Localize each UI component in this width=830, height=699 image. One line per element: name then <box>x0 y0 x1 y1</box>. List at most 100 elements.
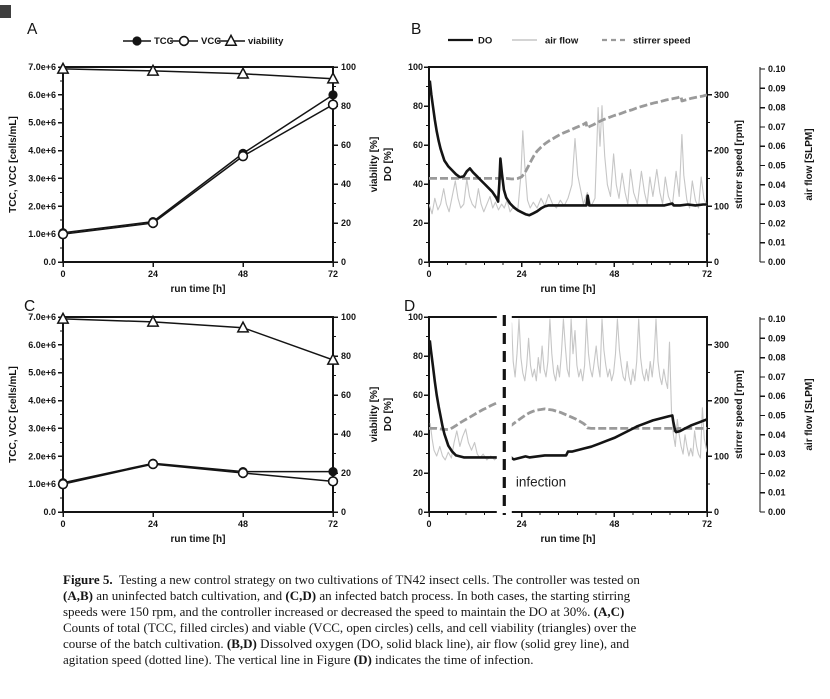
y-left-tick-label: 7.0e+6 <box>28 312 56 322</box>
open-triangle-marker <box>326 71 340 84</box>
x-axis-label: run time [h] <box>171 284 226 295</box>
air-flow-tick-label: 0.01 <box>768 238 786 248</box>
series-group <box>429 318 707 461</box>
y-left-tick-label: 2.0e+6 <box>28 201 56 211</box>
legend-label: viability <box>248 36 284 47</box>
y-left-tick-label: 80 <box>413 101 423 111</box>
y-right-tick-label: 60 <box>341 390 351 400</box>
filled-circle-marker <box>328 467 338 477</box>
y-right-tick-label: 0 <box>341 257 346 267</box>
open-circle-marker <box>237 150 249 162</box>
y-left-tick-label: 60 <box>413 140 423 150</box>
y-left-tick-label: 0 <box>418 507 423 517</box>
caption-bold-segment: (A,B) <box>63 588 93 603</box>
panel-A: 0 24 48 72 run time [h] 0.0 1.0e+6 2.0e+6 3.0e+6… <box>8 21 380 295</box>
series-line-viability <box>63 318 333 361</box>
air-flow-tick-label: 0.08 <box>768 103 786 113</box>
legend-label: DO <box>478 36 492 47</box>
series-group <box>429 80 707 217</box>
air-flow-tick-label: 0.06 <box>768 391 786 401</box>
y-right-tick-label: 40 <box>341 429 351 439</box>
series-line-air-flow <box>429 318 707 461</box>
figure-caption: Figure 5. Testing a new control strategy… <box>63 572 797 668</box>
y-left-tick-label: 6.0e+6 <box>28 340 56 350</box>
series-group <box>63 318 333 485</box>
legend-B: DO air flow stirrer speed <box>448 36 691 47</box>
open-triangle-marker <box>326 352 340 365</box>
open-triangle-marker <box>56 311 70 324</box>
open-circle-marker <box>327 476 339 487</box>
legend-label: air flow <box>545 36 579 47</box>
air-flow-tick-label: 0.00 <box>768 257 786 267</box>
y-right-tick-label: 200 <box>714 146 729 156</box>
air-flow-tick-label: 0.05 <box>768 411 786 421</box>
x-tick-label: 0 <box>426 269 431 279</box>
plot-frame <box>428 66 708 263</box>
x-tick-label: 0 <box>60 269 65 279</box>
open-circle-marker <box>147 458 159 470</box>
y-left-tick-label: 40 <box>413 179 423 189</box>
open-triangle-marker <box>146 63 160 76</box>
air-flow-axis-label: air flow [SLPM] <box>804 128 815 200</box>
x-tick-label: 48 <box>238 269 248 279</box>
y-right-tick-label: 300 <box>714 90 729 100</box>
caption-line: course of the batch cultivation. (B,D) D… <box>63 636 797 652</box>
y-right-tick-label: 60 <box>341 140 351 150</box>
infection-label: infection <box>516 475 566 490</box>
y-right-tick-label: 20 <box>341 218 351 228</box>
open-triangle-marker <box>146 314 160 327</box>
air-flow-tick-label: 0.08 <box>768 353 786 363</box>
y-right-tick-label: 300 <box>714 340 729 350</box>
series-line-stirrer-speed <box>429 93 707 181</box>
filled-circle-marker <box>132 36 142 46</box>
y-left-tick-label: 5.0e+6 <box>28 368 56 378</box>
caption-line: speeds were 150 rpm, and the controller … <box>63 604 797 620</box>
air-flow-tick-label: 0.07 <box>768 372 786 382</box>
open-triangle-marker <box>236 320 250 333</box>
x-tick-label: 24 <box>517 519 527 529</box>
air-flow-tick-label: 0.07 <box>768 122 786 132</box>
x-axis-label: run time [h] <box>541 284 596 295</box>
x-tick-label: 48 <box>609 519 619 529</box>
y-left-tick-label: 5.0e+6 <box>28 118 56 128</box>
y-left-tick-label: 4.0e+6 <box>28 396 56 406</box>
x-tick-label: 72 <box>328 519 338 529</box>
y-right-axis-label: stirrer speed [rpm] <box>734 370 745 459</box>
caption-bold-segment: (A,C) <box>593 604 625 619</box>
open-circle-marker <box>57 228 69 240</box>
plot-frame <box>428 316 708 513</box>
open-triangle-marker <box>224 33 238 46</box>
y-right-axis-label: stirrer speed [rpm] <box>734 120 745 209</box>
panel-letter-A: A <box>27 21 38 38</box>
y-right-tick-label: 0 <box>714 257 719 267</box>
y-right-tick-label: 0 <box>714 507 719 517</box>
air-flow-tick-label: 0.02 <box>768 468 786 478</box>
caption-bold-segment: (B,D) <box>226 636 257 651</box>
y-right-tick-label: 200 <box>714 396 729 406</box>
open-circle-marker <box>57 478 69 490</box>
open-triangle-marker <box>236 66 250 79</box>
series-line-DO <box>429 340 707 461</box>
y-right-tick-label: 0 <box>341 507 346 517</box>
y-right-tick-label: 40 <box>341 179 351 189</box>
y-left-axis-label: DO [%] <box>383 398 394 431</box>
caption-segment: agitation speed (dotted line). The verti… <box>63 652 354 667</box>
y-left-tick-label: 100 <box>408 312 423 322</box>
x-tick-label: 24 <box>148 519 158 529</box>
y-left-tick-label: 40 <box>413 429 423 439</box>
air-flow-tick-label: 0.00 <box>768 507 786 517</box>
legend-label: TCC <box>154 36 174 47</box>
caption-line: Figure 5. Testing a new control strategy… <box>63 572 797 588</box>
air-flow-tick-label: 0.04 <box>768 180 786 190</box>
x-tick-label: 0 <box>426 519 431 529</box>
legend-A: TCC VCC viability <box>123 33 284 47</box>
y-left-axis-label: DO [%] <box>383 148 394 181</box>
y-left-tick-label: 1.0e+6 <box>28 229 56 239</box>
y-left-tick-label: 1.0e+6 <box>28 479 56 489</box>
caption-line: (A,B) an uninfected batch cultivation, a… <box>63 588 797 604</box>
air-flow-tick-label: 0.09 <box>768 83 786 93</box>
x-tick-label: 72 <box>328 269 338 279</box>
y-left-tick-label: 6.0e+6 <box>28 90 56 100</box>
caption-segment: indicates the time of infection. <box>371 652 534 667</box>
